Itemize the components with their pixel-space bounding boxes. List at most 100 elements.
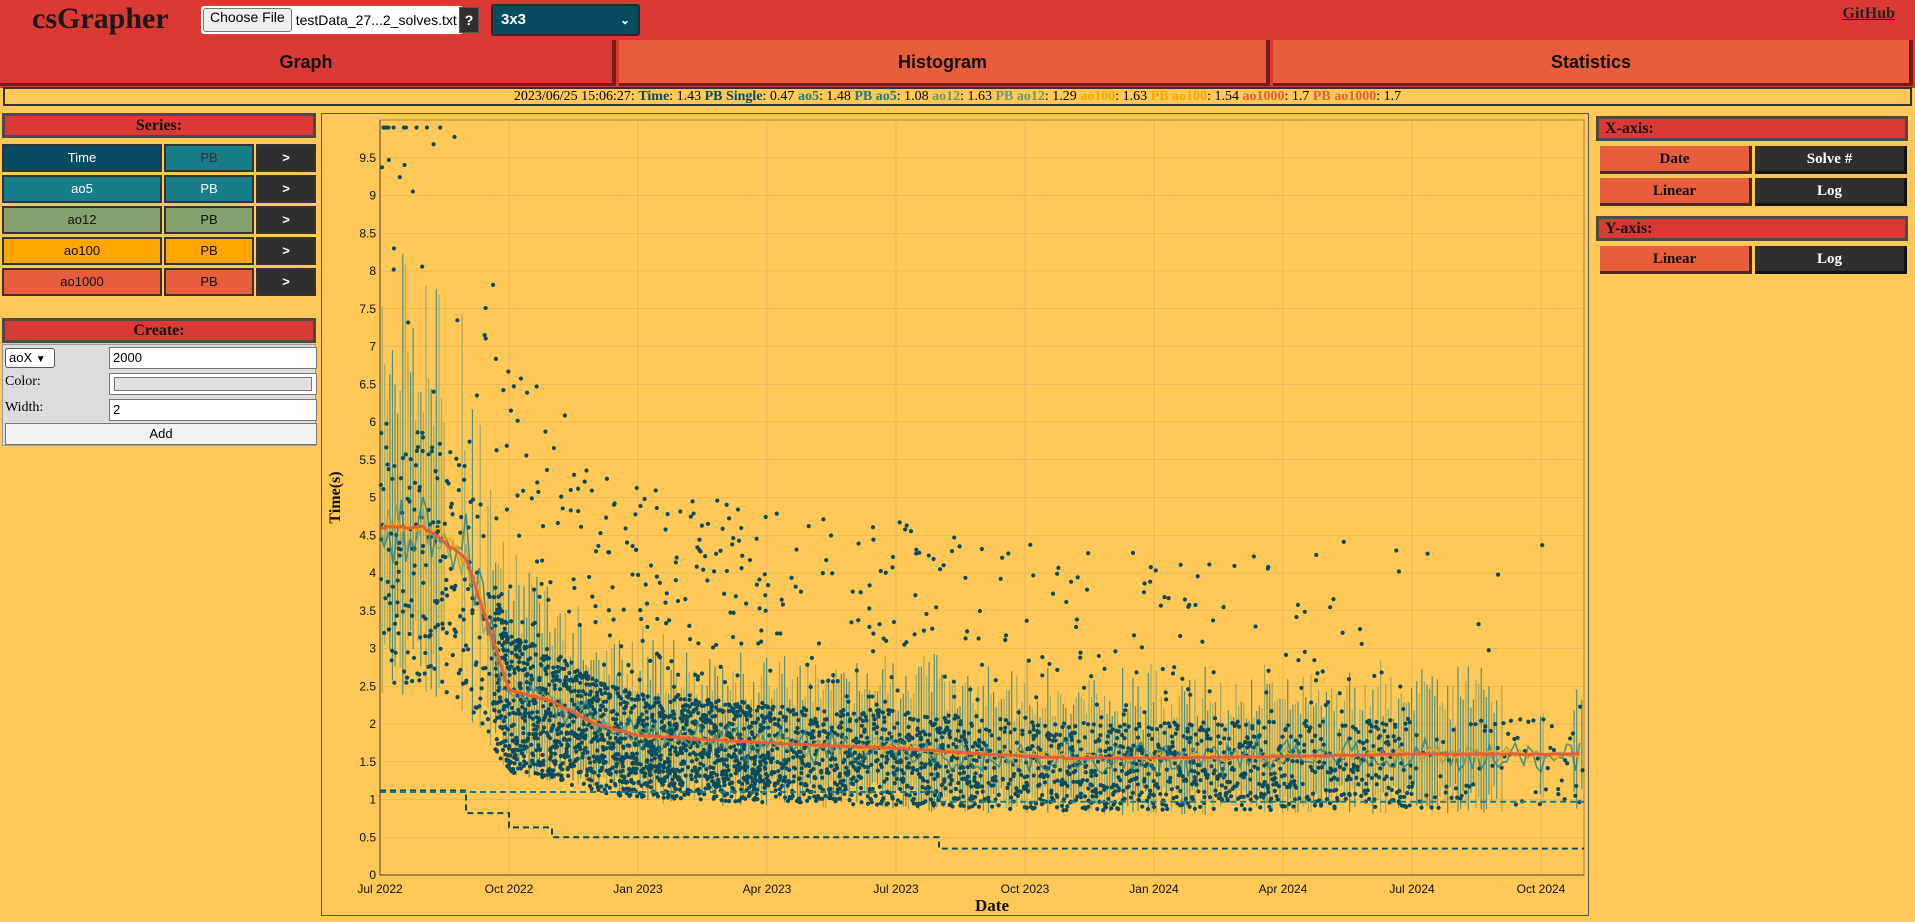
time-point	[826, 678, 831, 683]
series-pb-toggle-ao5[interactable]: PB	[164, 175, 254, 203]
time-point	[582, 747, 587, 752]
time-point	[729, 794, 734, 799]
time-point	[454, 456, 459, 461]
time-point	[1453, 786, 1459, 791]
time-point	[1508, 718, 1514, 723]
tab-histogram[interactable]: Histogram	[619, 40, 1270, 86]
time-point	[807, 795, 812, 800]
time-point	[475, 514, 480, 519]
time-point	[1070, 748, 1075, 753]
time-point	[611, 708, 616, 714]
time-point	[943, 786, 948, 791]
time-point	[1116, 729, 1121, 734]
time-point	[518, 681, 523, 686]
time-point	[509, 634, 514, 639]
time-point	[602, 682, 607, 687]
time-point	[473, 662, 478, 667]
time-point	[394, 613, 399, 618]
time-point	[643, 582, 648, 587]
time-point	[548, 710, 553, 716]
time-point	[1054, 571, 1060, 576]
series-options-button[interactable]: >	[256, 144, 316, 172]
time-point	[835, 732, 840, 737]
series-options-button[interactable]: >	[256, 237, 316, 265]
time-point	[972, 775, 977, 780]
xaxis-linear-button[interactable]: Linear	[1600, 178, 1752, 206]
time-point	[491, 595, 497, 600]
time-point	[955, 756, 960, 761]
time-point	[1189, 723, 1194, 728]
series-options-button[interactable]: >	[256, 175, 316, 203]
xaxis-solve-button[interactable]: Solve #	[1755, 146, 1907, 174]
color-input[interactable]	[109, 373, 317, 395]
time-point	[1169, 787, 1174, 792]
time-point	[625, 779, 630, 785]
width-input[interactable]: 2	[109, 399, 317, 421]
time-point	[1192, 806, 1197, 811]
time-point	[1486, 648, 1491, 653]
y-tick-label: 7	[369, 340, 376, 354]
series-options-button[interactable]: >	[256, 268, 316, 296]
series-type-select[interactable]: aoX ▼	[5, 348, 55, 368]
time-point	[497, 606, 502, 611]
series-toggle-ao12[interactable]: ao12	[2, 206, 162, 234]
time-point	[1167, 745, 1172, 750]
series-pb-toggle-Time[interactable]: PB	[164, 144, 254, 172]
time-point	[634, 758, 639, 763]
time-point	[1094, 702, 1100, 707]
time-point	[602, 754, 607, 759]
time-point	[871, 649, 876, 654]
time-point	[1405, 716, 1411, 721]
time-point	[554, 674, 560, 679]
series-toggle-Time[interactable]: Time	[2, 144, 162, 172]
chart-area[interactable]: 0 0.5 1 1.5 2 2.5 3 3.5 4 4.5 5 5.5 6 6.5 7 7.5 8 8.5 9 9.5…	[321, 113, 1589, 916]
time-point	[857, 716, 863, 721]
time-point	[723, 798, 728, 803]
time-point	[1490, 763, 1495, 768]
choose-file-button[interactable]: Choose File	[203, 8, 292, 32]
time-point	[669, 744, 675, 749]
tab-graph[interactable]: Graph	[0, 40, 616, 86]
time-point	[677, 787, 683, 792]
series-pb-toggle-ao1000[interactable]: PB	[164, 268, 254, 296]
time-point	[1158, 724, 1163, 729]
github-link[interactable]: GitHub	[1842, 5, 1895, 22]
series-pb-toggle-ao100[interactable]: PB	[164, 237, 254, 265]
time-point	[743, 796, 748, 801]
series-toggle-ao5[interactable]: ao5	[2, 175, 162, 203]
time-point	[876, 708, 882, 713]
yaxis-log-button[interactable]: Log	[1755, 246, 1907, 274]
time-point	[517, 684, 522, 689]
puzzle-select[interactable]: 3x3 ⌄	[491, 4, 640, 36]
time-point	[1369, 775, 1375, 781]
time-point	[951, 679, 957, 684]
time-point	[636, 780, 641, 786]
help-button[interactable]: ?	[459, 7, 479, 33]
series-options-button[interactable]: >	[256, 206, 316, 234]
yaxis-panel-title: Y-axis:	[1596, 216, 1908, 241]
time-point	[834, 712, 839, 717]
time-point	[958, 719, 963, 724]
xaxis-date-button[interactable]: Date	[1600, 146, 1752, 174]
time-point	[1332, 768, 1338, 773]
tab-statistics[interactable]: Statistics	[1273, 40, 1913, 86]
xaxis-log-button[interactable]: Log	[1755, 178, 1907, 206]
time-point	[951, 742, 956, 747]
series-size-input[interactable]: 2000	[109, 347, 317, 369]
time-point	[820, 775, 825, 780]
series-toggle-ao100[interactable]: ao100	[2, 237, 162, 265]
time-chart[interactable]: 00.511.522.533.544.555.566.577.588.599.5…	[322, 114, 1590, 917]
time-point	[762, 765, 767, 770]
time-point	[431, 389, 436, 394]
series-pb-toggle-ao12[interactable]: PB	[164, 206, 254, 234]
series-toggle-ao1000[interactable]: ao1000	[2, 268, 162, 296]
time-point	[568, 508, 573, 513]
file-input[interactable]: Choose File testData_27...2_solves.txt	[201, 6, 463, 34]
time-point	[505, 639, 510, 645]
time-point	[1343, 723, 1348, 728]
time-point	[1031, 736, 1036, 741]
add-series-button[interactable]: Add	[5, 423, 317, 445]
time-point	[1241, 775, 1246, 780]
yaxis-linear-button[interactable]: Linear	[1600, 246, 1752, 274]
time-point	[1187, 804, 1192, 809]
